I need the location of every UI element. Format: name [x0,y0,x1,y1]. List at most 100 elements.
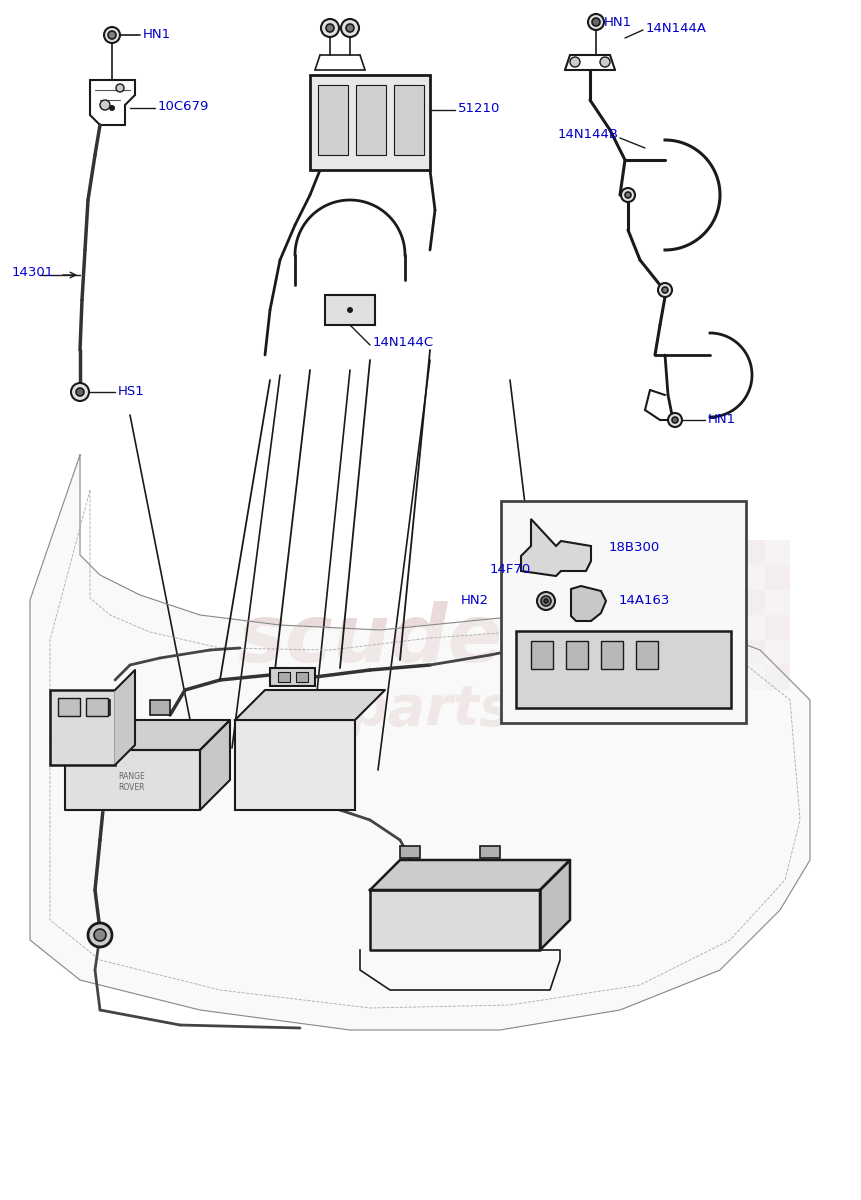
Bar [739,640,764,665]
Bar [90,700,110,715]
Bar [50,690,115,766]
Bar [639,640,664,665]
Circle shape [568,647,573,650]
Bar [664,614,689,640]
Circle shape [587,14,604,30]
Circle shape [587,546,593,552]
Circle shape [581,562,587,568]
Circle shape [644,647,648,650]
Circle shape [320,19,338,37]
Polygon shape [30,455,809,1030]
Bar [664,565,689,590]
Bar [664,590,689,614]
Bar [325,295,375,325]
Circle shape [574,656,579,661]
Circle shape [598,598,604,604]
Polygon shape [539,860,569,950]
Polygon shape [200,720,230,810]
Bar [400,846,419,858]
Bar [689,614,714,640]
Bar [635,641,657,668]
Circle shape [94,929,106,941]
Circle shape [638,647,642,650]
Circle shape [88,923,112,947]
Circle shape [100,100,110,110]
Circle shape [545,656,549,661]
Bar [689,640,714,665]
Circle shape [610,656,613,661]
Circle shape [104,26,120,43]
Bar [764,665,789,690]
Text: HN1: HN1 [604,16,631,29]
Circle shape [661,287,667,293]
Text: 14N144C: 14N144C [373,336,434,349]
Circle shape [616,656,619,661]
Bar [639,614,664,640]
Text: 51210: 51210 [457,102,499,114]
Circle shape [638,656,642,661]
Circle shape [568,656,573,661]
Text: 18B300: 18B300 [608,541,660,554]
Circle shape [116,84,124,92]
Circle shape [533,647,537,650]
Bar [58,698,80,716]
Bar [639,665,664,690]
Text: HN1: HN1 [707,414,735,426]
Circle shape [536,592,554,610]
Text: 14301: 14301 [12,266,54,280]
Circle shape [569,56,579,67]
Text: 14A163: 14A163 [618,594,670,607]
Circle shape [541,596,550,606]
Circle shape [347,307,353,313]
Polygon shape [235,690,385,720]
Circle shape [616,647,619,650]
Circle shape [604,656,607,661]
Bar [739,565,764,590]
Circle shape [71,383,89,401]
Bar [310,74,430,170]
Circle shape [574,647,579,650]
Text: 10C679: 10C679 [158,100,209,113]
Text: RANGE
ROVER: RANGE ROVER [119,773,146,792]
Circle shape [539,647,543,650]
Bar [235,720,355,810]
Bar [739,614,764,640]
Circle shape [539,656,543,661]
Polygon shape [65,750,200,810]
Circle shape [580,656,585,661]
Bar [664,640,689,665]
Bar [639,565,664,590]
Bar [295,672,307,682]
Bar [739,665,764,690]
Bar [689,540,714,565]
Bar [689,590,714,614]
Circle shape [108,104,115,110]
Bar [150,700,170,715]
Circle shape [657,283,672,296]
Circle shape [604,647,607,650]
Text: HN1: HN1 [143,29,171,42]
Polygon shape [369,860,569,890]
Bar [516,631,730,708]
Bar [318,85,348,155]
Circle shape [667,413,681,427]
Bar [764,565,789,590]
Bar [689,665,714,690]
Text: 14N144A: 14N144A [645,22,706,35]
Bar [356,85,386,155]
Bar [480,846,499,858]
Bar [86,698,108,716]
Circle shape [533,656,537,661]
Text: 14N144B: 14N144B [557,128,618,142]
Circle shape [325,24,333,32]
Circle shape [610,647,613,650]
Circle shape [545,647,549,650]
Bar [714,590,739,614]
Circle shape [543,599,548,602]
Polygon shape [115,670,135,766]
Polygon shape [65,720,230,750]
Bar [689,565,714,590]
Bar [764,640,789,665]
Polygon shape [570,586,605,620]
Circle shape [650,656,654,661]
